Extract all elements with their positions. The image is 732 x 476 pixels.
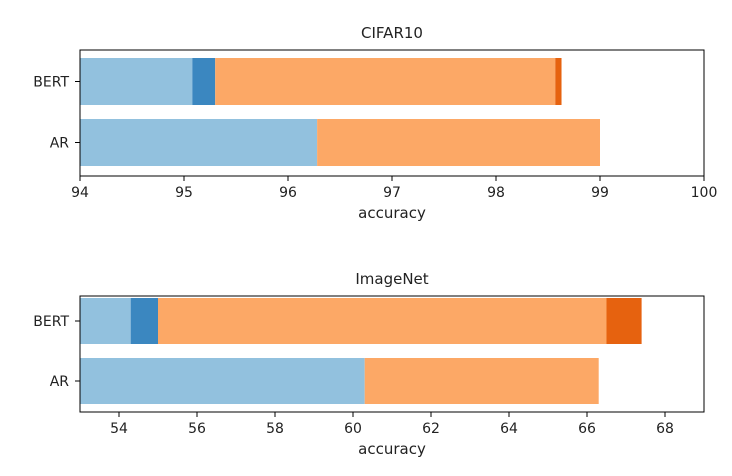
bar-segment-bert xyxy=(130,298,158,344)
x-tick-label: 94 xyxy=(71,185,89,201)
x-tick-label: 56 xyxy=(188,421,206,437)
x-tick-label: 95 xyxy=(175,185,193,201)
x-axis-label: accuracy xyxy=(358,440,426,458)
bar-segment-bert xyxy=(192,58,216,105)
x-tick-label: 98 xyxy=(487,185,505,201)
x-tick-label: 66 xyxy=(578,421,596,437)
bar-segment-bert xyxy=(158,298,607,344)
x-tick-label: 96 xyxy=(279,185,297,201)
bar-segment-bert xyxy=(215,58,556,105)
x-tick-label: 100 xyxy=(691,185,718,201)
x-axis-label: accuracy xyxy=(358,204,426,222)
x-tick-label: 97 xyxy=(383,185,401,201)
x-tick-label: 68 xyxy=(656,421,674,437)
bar-segment-ar xyxy=(317,119,600,166)
x-tick-label: 54 xyxy=(110,421,128,437)
y-tick-label: BERT xyxy=(33,75,69,91)
bar-segment-bert xyxy=(555,58,562,105)
bar-segment-bert xyxy=(80,58,193,105)
bar-segment-bert xyxy=(80,298,131,344)
y-tick-label: BERT xyxy=(33,314,69,330)
bar-segment-ar xyxy=(364,358,599,404)
bar-segment-bert xyxy=(606,298,642,344)
x-tick-label: 64 xyxy=(500,421,518,437)
y-tick-label: AR xyxy=(50,136,70,152)
y-tick-label: AR xyxy=(50,374,70,390)
chart-title: ImageNet xyxy=(355,270,428,288)
x-tick-label: 62 xyxy=(422,421,440,437)
chart-title: CIFAR10 xyxy=(361,24,423,42)
axes-frame xyxy=(79,295,705,413)
bar-segment-ar xyxy=(80,119,318,166)
x-tick-label: 58 xyxy=(266,421,284,437)
x-tick-label: 60 xyxy=(344,421,362,437)
x-tick-label: 99 xyxy=(591,185,609,201)
bar-segment-ar xyxy=(80,358,365,404)
